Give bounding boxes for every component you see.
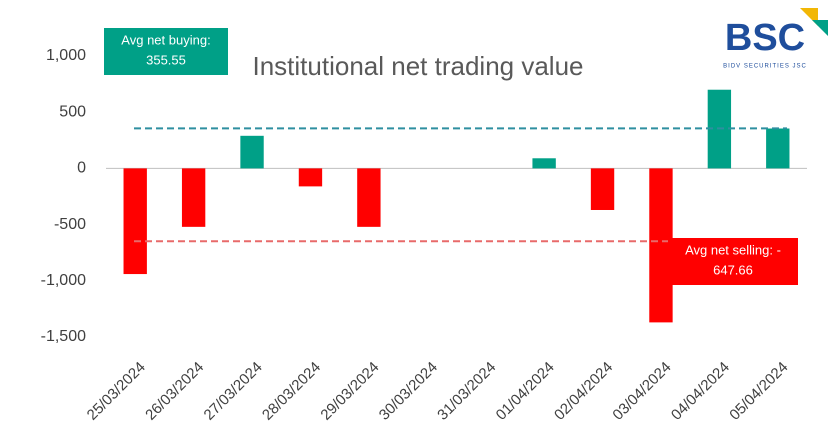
bar: [298, 168, 323, 187]
annotation-text: 647.66: [713, 262, 753, 277]
bar: [240, 135, 264, 169]
bar: [357, 168, 381, 227]
x-tick-label: 28/03/2024: [259, 359, 324, 424]
bar: [766, 128, 790, 169]
annotation-text: 355.55: [146, 52, 186, 67]
y-tick-label: 1,000: [46, 47, 86, 64]
x-tick-label: 03/04/2024: [609, 359, 674, 424]
bar: [649, 168, 673, 323]
bar: [181, 168, 206, 227]
x-tick-label: 05/04/2024: [726, 359, 791, 424]
y-tick-label: -1,000: [41, 272, 86, 289]
x-tick-label: 25/03/2024: [84, 359, 149, 424]
annotation-text: Avg net buying:: [121, 32, 210, 47]
x-tick-label: 26/03/2024: [142, 359, 207, 424]
x-tick-label: 01/04/2024: [493, 359, 558, 424]
y-tick-label: 0: [77, 160, 86, 177]
annotation-box: [668, 238, 798, 285]
bar: [590, 168, 615, 210]
logo-icon: [812, 20, 828, 36]
logo-subtitle: BIDV SECURITIES JSC: [723, 64, 807, 70]
y-tick-label: -500: [54, 216, 86, 233]
annotation-text: Avg net selling: -: [685, 242, 781, 257]
x-tick-label: 29/03/2024: [317, 359, 382, 424]
logo-name: BSC: [725, 17, 805, 59]
bar: [532, 158, 556, 169]
annotation-box: [104, 28, 228, 75]
bar: [123, 168, 147, 275]
chart-title: Institutional net trading value: [253, 51, 584, 81]
x-tick-label: 31/03/2024: [434, 359, 499, 424]
y-tick-label: -1,500: [41, 328, 86, 345]
y-tick-label: 500: [59, 103, 86, 120]
x-tick-label: 04/04/2024: [668, 359, 733, 424]
x-tick-label: 27/03/2024: [201, 359, 266, 424]
x-tick-label: 02/04/2024: [551, 359, 616, 424]
x-tick-label: 30/03/2024: [376, 359, 441, 424]
